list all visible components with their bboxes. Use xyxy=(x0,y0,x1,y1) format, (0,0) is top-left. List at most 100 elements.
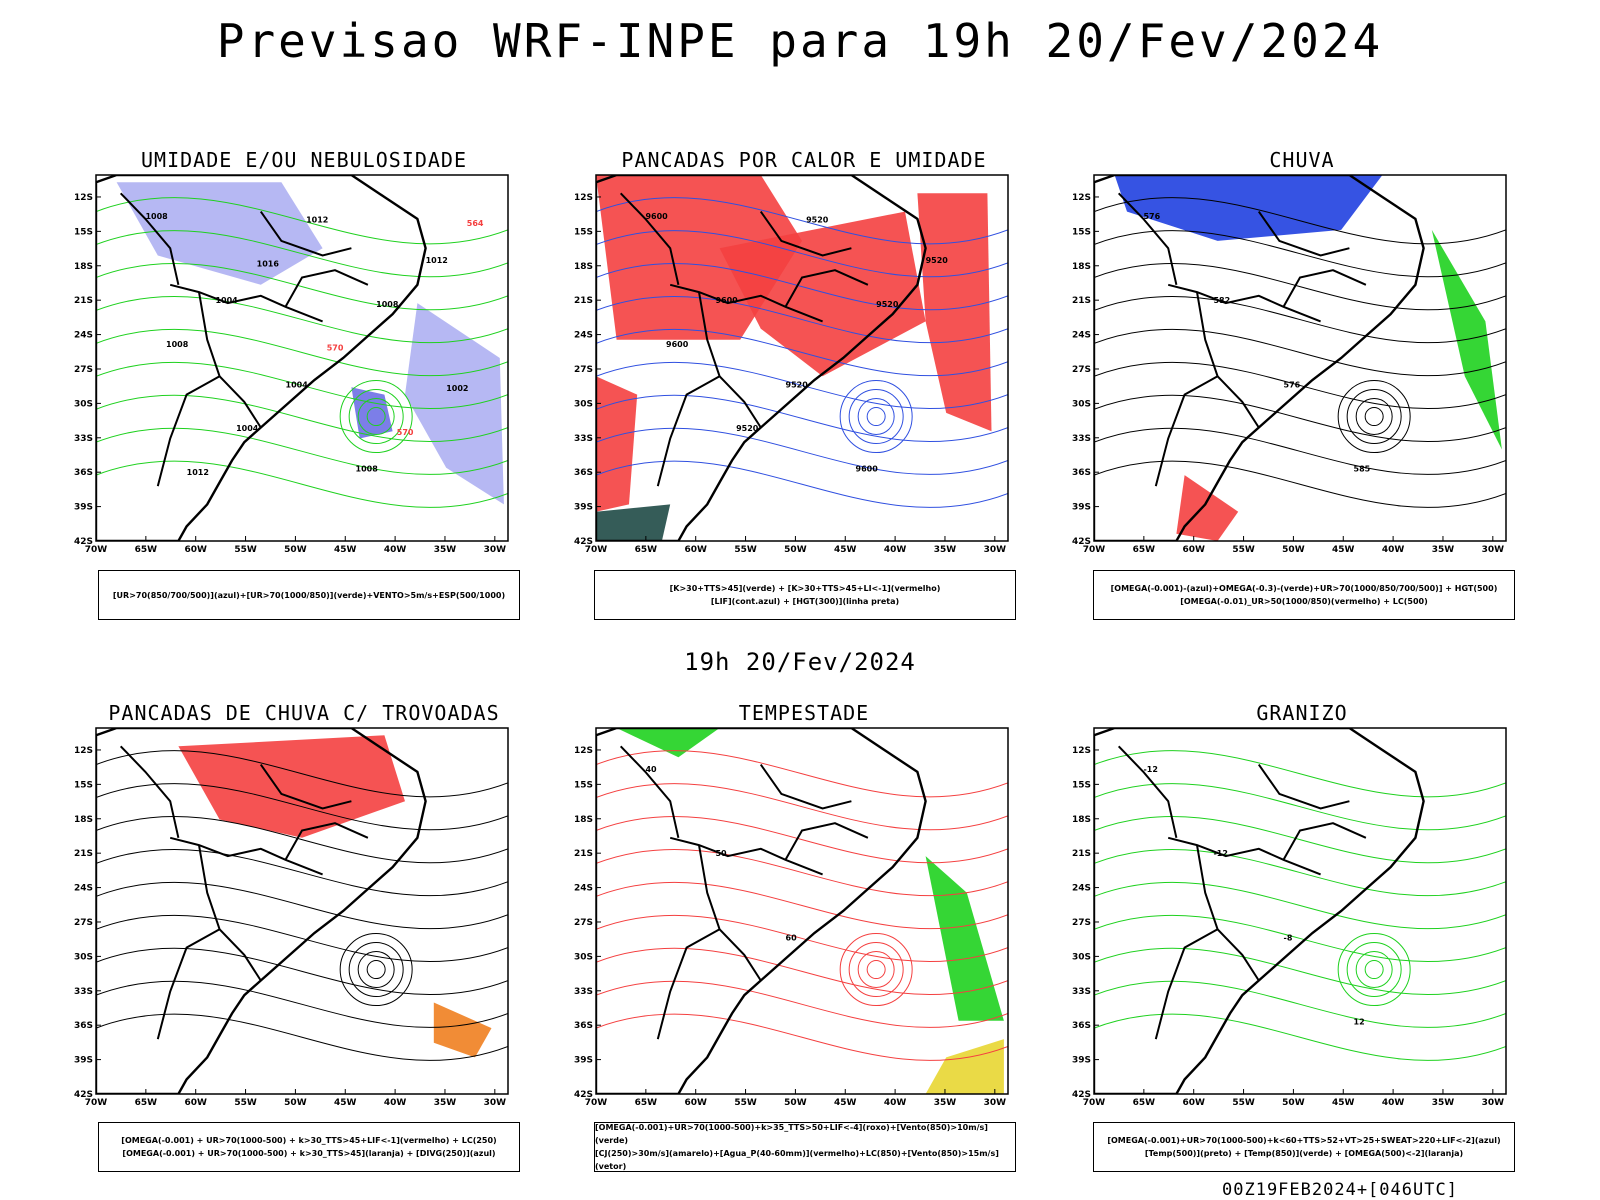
lon-label: 55W xyxy=(1232,545,1255,555)
contour-label: 585 xyxy=(1354,464,1371,473)
contour-line xyxy=(596,328,1008,377)
shaded-field xyxy=(596,376,638,512)
lon-label: 60W xyxy=(1182,545,1205,555)
contour-line xyxy=(96,750,508,798)
contour-label: 9600 xyxy=(666,340,689,349)
cyclone-contour xyxy=(1346,389,1402,445)
lon-label: 45W xyxy=(334,1098,357,1108)
contour-line xyxy=(1094,460,1506,508)
country-border xyxy=(669,836,823,876)
coastline xyxy=(596,728,927,1094)
lat-label: 33S xyxy=(1072,987,1091,997)
panel-title-tempestade: TEMPESTADE xyxy=(738,701,870,725)
lon-label: 70W xyxy=(1083,1098,1106,1108)
legend-line: [OMEGA(-0.001)+UR>70(1000-500)+k>35_TTS>… xyxy=(595,1123,988,1145)
contour-line xyxy=(1094,263,1506,311)
lon-label: 30W xyxy=(984,545,1007,555)
footer-timestamp: 00Z19FEB2024+[046UTC] xyxy=(1222,1180,1458,1200)
lat-label: 33S xyxy=(574,987,593,997)
country-border xyxy=(156,375,221,487)
lat-label: 30S xyxy=(574,399,593,409)
contour-line xyxy=(596,848,1008,897)
lon-label: 65W xyxy=(1133,545,1156,555)
cyclone-contour xyxy=(839,933,913,1007)
lat-label: 36S xyxy=(1072,468,1091,478)
contour-line xyxy=(596,816,1008,864)
lon-label: 65W xyxy=(635,1098,658,1108)
lon-label: 50W xyxy=(284,1098,307,1108)
map-content: 576 582 576 585 xyxy=(1094,175,1506,541)
country-border xyxy=(656,928,721,1040)
legend-line: [K>30+TTS>45](verde) + [K>30+TTS>45+LI<-… xyxy=(669,584,941,593)
legend-line: [Temp(500)](preto) + [Temp(850)](verde) … xyxy=(1144,1149,1464,1158)
shaded-field xyxy=(596,504,671,541)
lon-label: 35W xyxy=(434,1098,457,1108)
contour-label: 40 xyxy=(645,765,657,774)
contour-line xyxy=(1094,295,1506,344)
lat-label: 30S xyxy=(574,952,593,962)
lat-label: 15S xyxy=(1072,227,1091,237)
cyclone-contour xyxy=(848,942,904,998)
contour-label: 1002 xyxy=(446,384,468,393)
contour-label: 50 xyxy=(715,849,727,858)
lon-label: 45W xyxy=(834,1098,857,1108)
country-border xyxy=(669,283,823,323)
contour-line xyxy=(96,848,508,897)
lat-label: 33S xyxy=(74,434,93,444)
legend-line: [OMEGA(-0.001)+UR>70(1000-500)+k<60+TTS>… xyxy=(1107,1136,1501,1145)
country-border xyxy=(156,928,221,1040)
lat-label: 24S xyxy=(74,331,93,341)
shaded-field xyxy=(616,728,720,758)
contour-line xyxy=(1094,980,1506,1028)
contour-line xyxy=(596,197,1008,245)
country-border xyxy=(1196,844,1260,982)
lat-label: 21S xyxy=(1072,849,1091,859)
lat-label: 18S xyxy=(1072,815,1091,825)
map-umidade: 1008 1004 1004 1008 1012 1008 1004 1012 1008 1002… xyxy=(74,174,509,555)
lon-label: 60W xyxy=(184,1098,207,1108)
legend-pancadas-calor: [K>30+TTS>45](verde) + [K>30+TTS>45+LI<-… xyxy=(594,570,1016,620)
contour-line xyxy=(1094,427,1506,475)
country-border xyxy=(169,836,323,876)
country-border xyxy=(198,291,262,429)
cyclone-contour xyxy=(348,389,404,445)
country-border xyxy=(1167,836,1321,876)
lat-label: 39S xyxy=(1072,503,1091,513)
map-frame xyxy=(595,174,1009,542)
contour-line xyxy=(596,980,1008,1028)
lat-label: 42S xyxy=(1072,537,1091,547)
contour-label: 1004 xyxy=(286,380,309,389)
lat-label: 21S xyxy=(74,849,93,859)
lat-label: 27S xyxy=(1072,365,1091,375)
contour-line xyxy=(96,881,508,930)
lat-label: 24S xyxy=(574,331,593,341)
lon-label: 55W xyxy=(1232,1098,1255,1108)
cyclone-contour xyxy=(848,389,904,445)
cyclone-contour xyxy=(1355,398,1393,436)
lon-label: 40W xyxy=(1382,545,1405,555)
lon-label: 30W xyxy=(984,1098,1007,1108)
lat-label: 24S xyxy=(1072,331,1091,341)
country-border xyxy=(619,745,680,839)
lat-label: 36S xyxy=(74,468,93,478)
lat-label: 27S xyxy=(74,365,93,375)
shaded-field xyxy=(719,211,926,377)
lat-label: 21S xyxy=(74,296,93,306)
lon-label: 60W xyxy=(684,1098,707,1108)
lat-label: 33S xyxy=(1072,434,1091,444)
lon-label: 35W xyxy=(1432,545,1455,555)
panel-title-chuva: CHUVA xyxy=(1269,148,1335,172)
main-title: Previsao WRF-INPE para 19h 20/Fev/2024 xyxy=(216,14,1384,68)
lon-label: 55W xyxy=(234,1098,257,1108)
lon-label: 55W xyxy=(734,545,757,555)
shaded-field xyxy=(917,193,992,432)
contour-line xyxy=(1094,947,1506,996)
contour-line xyxy=(596,295,1008,344)
lat-label: 42S xyxy=(574,537,593,547)
panel-title-umidade: UMIDADE E/OU NEBULOSIDADE xyxy=(140,148,468,172)
cyclone-contour xyxy=(1337,933,1411,1007)
contour-line xyxy=(596,1013,1008,1061)
map-content: 40 50 60 xyxy=(596,728,1008,1094)
contour-line xyxy=(96,263,508,311)
